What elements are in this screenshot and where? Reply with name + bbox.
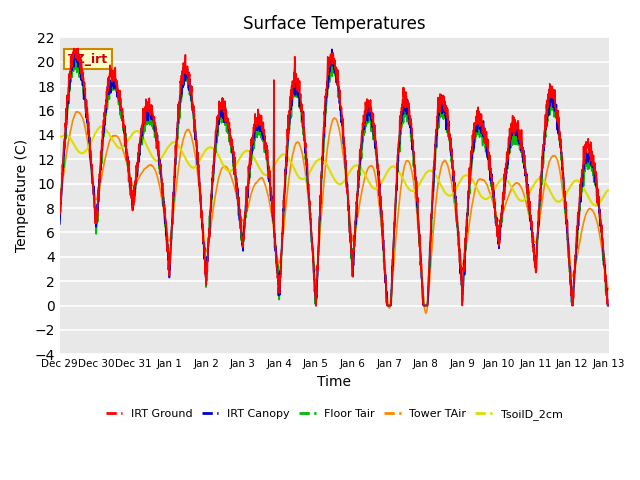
Legend: IRT Ground, IRT Canopy, Floor Tair, Tower TAir, TsoilD_2cm: IRT Ground, IRT Canopy, Floor Tair, Towe… xyxy=(101,404,567,424)
Text: TZ_irt: TZ_irt xyxy=(68,53,108,66)
Title: Surface Temperatures: Surface Temperatures xyxy=(243,15,426,33)
Y-axis label: Temperature (C): Temperature (C) xyxy=(15,139,29,252)
X-axis label: Time: Time xyxy=(317,375,351,389)
